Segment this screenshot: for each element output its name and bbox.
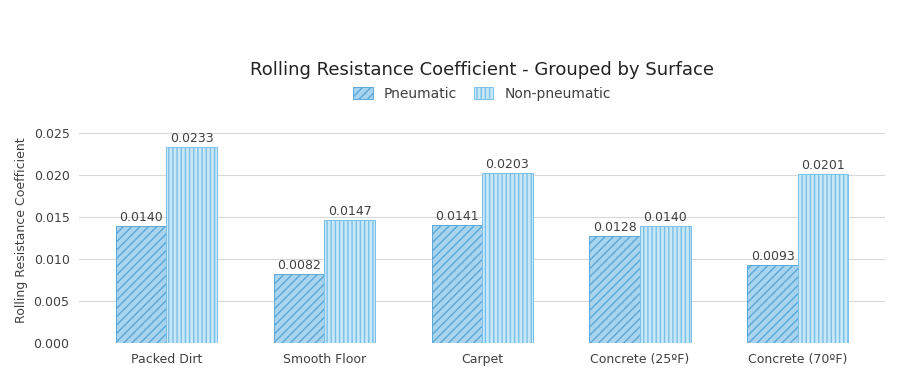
Text: 0.0233: 0.0233 <box>170 132 213 146</box>
Bar <box>640 226 690 343</box>
Text: 0.0147: 0.0147 <box>328 205 372 218</box>
Bar <box>432 225 482 343</box>
Text: 0.0140: 0.0140 <box>644 211 687 224</box>
Title: Rolling Resistance Coefficient - Grouped by Surface: Rolling Resistance Coefficient - Grouped… <box>250 61 714 79</box>
Text: 0.0082: 0.0082 <box>277 259 321 272</box>
Bar <box>324 220 374 343</box>
Y-axis label: Rolling Resistance Coefficient: Rolling Resistance Coefficient <box>15 137 28 323</box>
Bar <box>274 274 324 343</box>
Bar <box>116 226 166 343</box>
Text: 0.0203: 0.0203 <box>485 158 529 171</box>
Bar <box>590 236 640 343</box>
Bar <box>166 147 217 343</box>
Bar <box>482 173 533 343</box>
Text: 0.0141: 0.0141 <box>435 210 479 223</box>
Text: 0.0093: 0.0093 <box>751 250 795 263</box>
Text: 0.0140: 0.0140 <box>120 211 163 224</box>
Text: 0.0201: 0.0201 <box>801 159 845 172</box>
Bar <box>747 265 798 343</box>
Text: 0.0128: 0.0128 <box>593 221 636 234</box>
Legend: Pneumatic, Non-pneumatic: Pneumatic, Non-pneumatic <box>349 83 615 105</box>
Bar <box>798 174 849 343</box>
